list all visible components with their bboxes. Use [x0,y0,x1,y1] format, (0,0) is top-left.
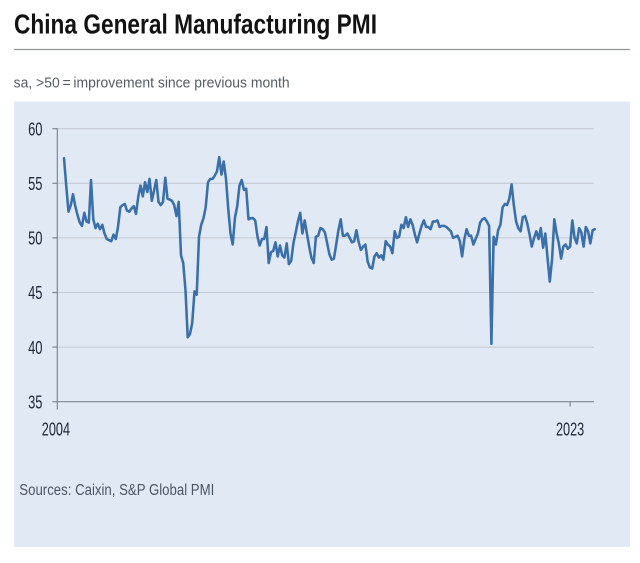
svg-text:40: 40 [28,337,42,358]
svg-text:Sources: Caixin, S&P Global PM: Sources: Caixin, S&P Global PMI [19,482,214,499]
svg-text:2004: 2004 [42,418,70,439]
svg-text:50: 50 [28,228,42,249]
svg-text:60: 60 [28,118,42,139]
svg-text:35: 35 [28,391,42,412]
svg-text:sa, >50 = improvement since pr: sa, >50 = improvement since previous mon… [14,76,290,92]
svg-text:2023: 2023 [556,418,584,439]
svg-text:China General Manufacturing PM: China General Manufacturing PMI [14,9,377,40]
svg-text:45: 45 [28,282,42,303]
svg-text:55: 55 [28,173,42,194]
